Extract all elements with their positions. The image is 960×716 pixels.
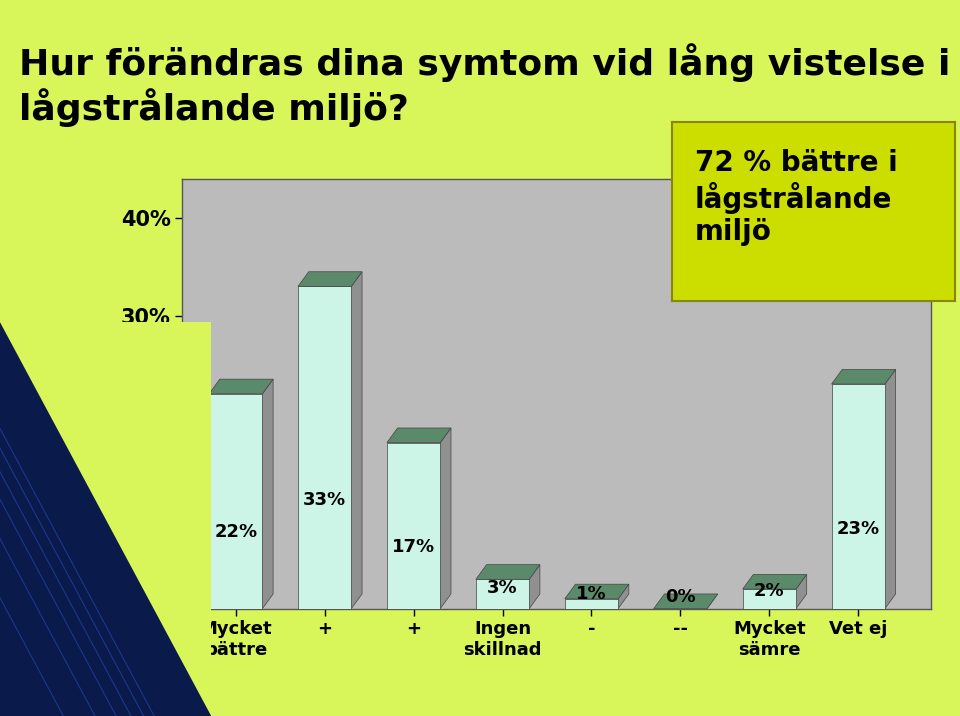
Bar — [743, 589, 796, 609]
Text: 33%: 33% — [303, 491, 347, 509]
Polygon shape — [743, 574, 806, 589]
Polygon shape — [708, 594, 718, 609]
Text: 1%: 1% — [576, 585, 607, 603]
Polygon shape — [0, 322, 211, 716]
Polygon shape — [298, 272, 362, 286]
Bar — [564, 599, 618, 609]
Polygon shape — [529, 565, 540, 609]
Text: 22%: 22% — [214, 523, 257, 541]
Polygon shape — [618, 584, 629, 609]
Polygon shape — [209, 379, 273, 394]
Polygon shape — [262, 379, 273, 609]
Polygon shape — [796, 574, 806, 609]
Bar — [298, 286, 351, 609]
Text: 3%: 3% — [488, 579, 517, 597]
Text: Hur förändras dina symtom vid lång vistelse i lågstrålande miljö?: Hur förändras dina symtom vid lång viste… — [19, 43, 950, 127]
Bar — [209, 394, 262, 609]
Bar — [831, 384, 885, 609]
Text: 0%: 0% — [665, 588, 696, 606]
Polygon shape — [831, 369, 896, 384]
Polygon shape — [387, 428, 451, 442]
Polygon shape — [564, 584, 629, 599]
Polygon shape — [476, 565, 540, 579]
Text: 23%: 23% — [837, 521, 879, 538]
Text: 2%: 2% — [754, 582, 784, 600]
Polygon shape — [441, 428, 451, 609]
Text: 72 % bättre i
lågstrålande
miljö: 72 % bättre i lågstrålande miljö — [695, 149, 898, 246]
Polygon shape — [351, 272, 362, 609]
Bar — [387, 442, 441, 609]
Polygon shape — [654, 594, 718, 609]
Bar — [476, 579, 529, 609]
Text: 17%: 17% — [392, 538, 435, 556]
Polygon shape — [885, 369, 896, 609]
